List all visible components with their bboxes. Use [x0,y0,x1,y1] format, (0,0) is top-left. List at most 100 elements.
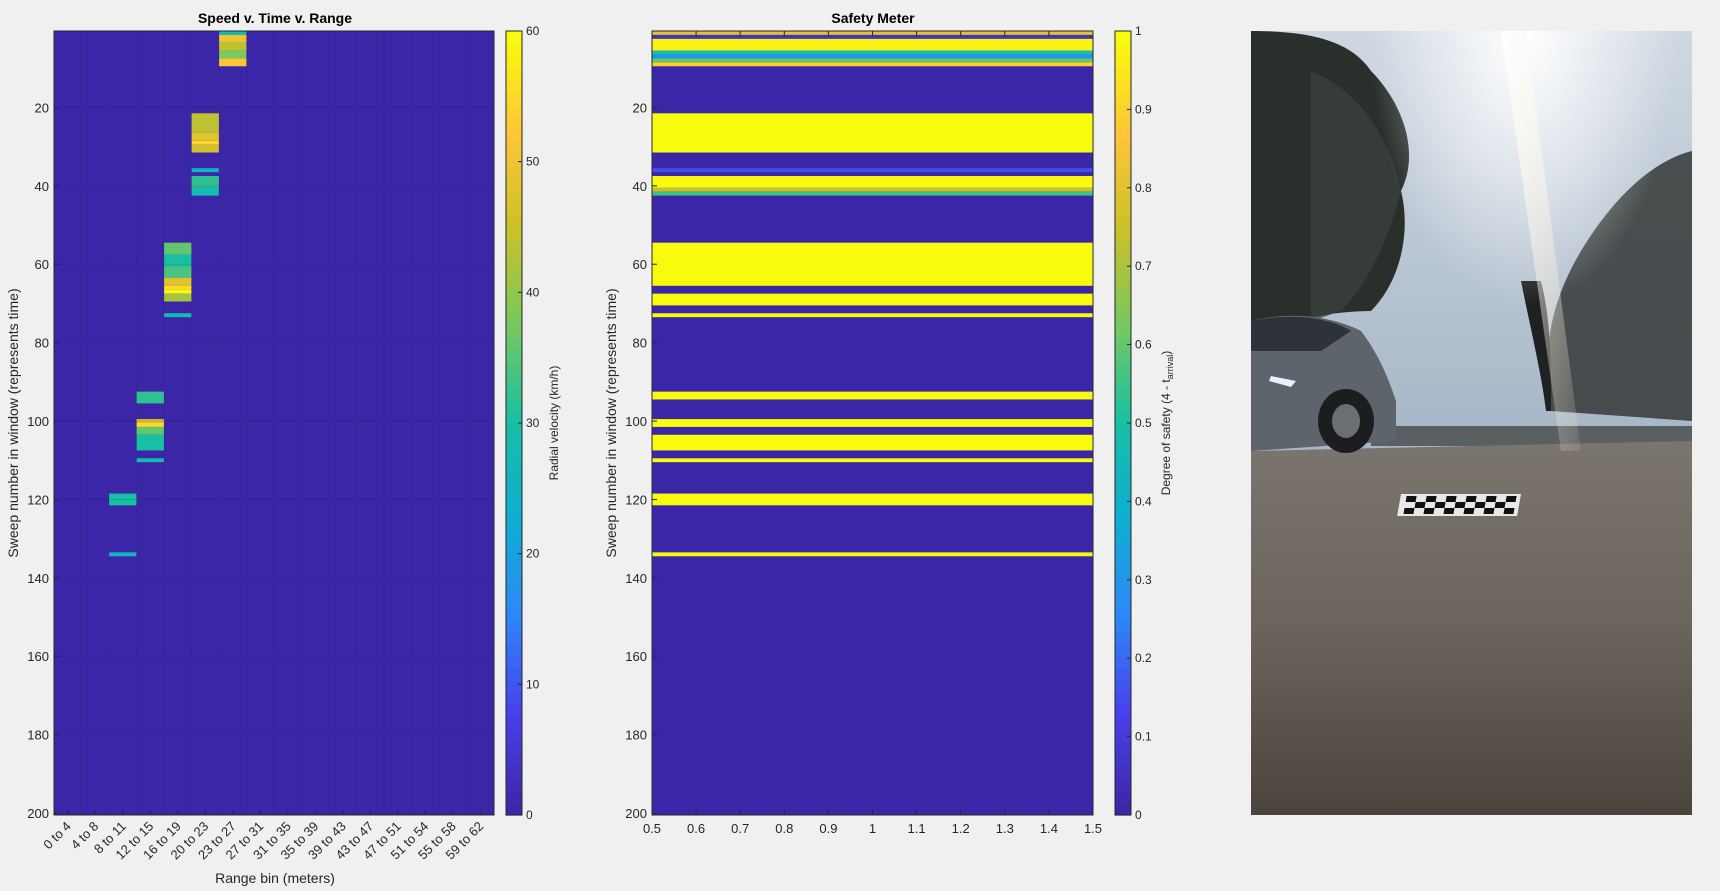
colorbar-tick-label: 50 [526,155,540,169]
heatmap-cell [219,42,247,51]
heatmap-cell [191,132,219,141]
colorbar-tick-label: 10 [526,677,540,691]
colorbar-segment [1115,447,1131,461]
colorbar-segment [506,325,522,338]
x-tick-label: 1 [869,821,876,836]
colorbar-tick-label: 0.9 [1135,102,1152,116]
colorbar-segment [1115,80,1131,93]
y-tick-label: 60 [35,257,49,272]
colorbar-segment [1115,31,1131,44]
colorbar-segment [506,227,522,240]
heatmap-cell [109,493,137,506]
colorbar-label: Radial velocity (km/h) [547,366,561,481]
colorbar-segment [1115,766,1131,779]
colorbar-segment [1115,263,1131,277]
colorbar-segment [1115,582,1131,596]
colorbar-segment [1115,227,1131,240]
chart2-title: Safety Meter [831,10,915,26]
colorbar-tick-label: 0.1 [1135,730,1152,744]
colorbar-segment [1115,753,1131,767]
colorbar-segment [506,398,522,412]
colorbar-segment [506,349,522,363]
heatmap-cell [164,289,192,294]
colorbar-segment [1115,337,1131,351]
safety-band [652,38,1093,51]
colorbar-segment [506,447,522,461]
colorbar-segment [1115,790,1131,804]
heatmap-cell [136,426,164,435]
x-tick-label: 1.5 [1084,821,1102,836]
safety-band [652,58,1093,63]
colorbar-segment [506,692,522,706]
colorbar-segment [1115,655,1131,669]
safety-band [652,191,1093,196]
x-tick-label: 0.6 [687,821,705,836]
y-tick-label: 120 [625,492,647,507]
x-tick-label: 0.7 [731,821,749,836]
safety-band [652,34,1093,39]
colorbar-segment [506,104,522,118]
colorbar-tick-label: 60 [526,24,540,38]
safety-band [652,242,1093,286]
heatmap-cell [164,277,192,286]
heatmap-cell [136,419,164,423]
heatmap-cell [219,58,247,67]
colorbar-segment [1115,472,1131,485]
colorbar-tick-label: 0 [1135,808,1142,822]
colorbar-tick-label: 0.6 [1135,338,1152,352]
colorbar-segment [1115,116,1131,130]
colorbar-segment [506,619,522,632]
y-tick-label: 40 [35,179,49,194]
y-tick-label: 80 [633,336,647,351]
colorbar-tick-label: 1 [1135,24,1142,38]
colorbar-segment [1115,557,1131,571]
colorbar-segment [506,276,522,289]
colorbar-segment [506,631,522,645]
colorbar-segment [1115,325,1131,338]
colorbar-segment [506,570,522,583]
colorbar-segment [1115,778,1131,792]
colorbar-segment [506,202,522,216]
x-tick-label: 0.8 [775,821,793,836]
chart1-plot-area [54,31,494,815]
colorbar-segment [1115,741,1131,755]
safety-meter-heatmap: Safety Meter 20406080100120140160180200 … [603,10,1175,836]
safety-band [652,176,1093,188]
colorbar-segment [1115,361,1131,375]
colorbar-segment [506,668,522,681]
colorbar-segment [1115,288,1131,302]
colorbar-segment [1115,570,1131,583]
speed-time-range-heatmap: Speed v. Time v. Range 20406080100120140… [5,10,561,886]
safety-band [652,458,1093,463]
colorbar-segment [1115,410,1131,424]
safety-band [652,113,1093,153]
colorbar-segment [1115,67,1131,81]
colorbar-tick-label: 0.2 [1135,651,1152,665]
colorbar-segment [1115,533,1131,547]
colorbar-tick-label: 0.3 [1135,573,1152,587]
colorbar-segment [1115,178,1131,191]
y-tick-label: 140 [27,571,49,586]
colorbar-tick-label: 0.7 [1135,259,1152,273]
colorbar-segment [506,717,522,730]
colorbar-segment [1115,202,1131,216]
colorbar-segment [1115,545,1131,559]
y-tick-label: 60 [633,257,647,272]
colorbar-segment [506,790,522,804]
heatmap-cell [136,423,164,427]
colorbar-segment [1115,129,1131,142]
safety-band [652,391,1093,400]
chart1-ylabel: Sweep number in window (represents time) [5,288,21,557]
y-tick-label: 200 [625,806,647,821]
y-tick-label: 100 [625,414,647,429]
safety-band [652,552,1093,557]
safety-band [652,187,1093,192]
colorbar-segment [506,178,522,191]
heatmap-cell [191,113,219,133]
colorbar-segment [1115,92,1131,106]
colorbar-segment [506,410,522,424]
colorbar-segment [506,704,522,718]
colorbar-segment [1115,43,1131,57]
colorbar-segment [506,165,522,179]
colorbar-segment [1115,606,1131,620]
